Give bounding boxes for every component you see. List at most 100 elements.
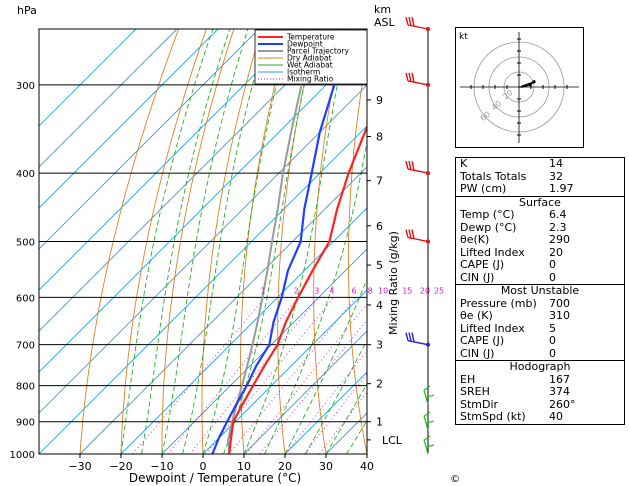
pressure-tick-label: 600 <box>16 293 35 304</box>
index-label: PW (cm) <box>460 182 507 195</box>
mixing-ratio-label: 3 <box>314 286 319 295</box>
hodo-value: 40 <box>549 410 563 423</box>
wind-barb-flag <box>408 160 412 170</box>
mixing-ratio-label: 15 <box>402 286 412 295</box>
x-axis-title: Dewpoint / Temperature (°C) <box>129 471 301 485</box>
pressure-tick-label: 800 <box>16 382 35 393</box>
surface-value: 2.3 <box>549 220 567 234</box>
pressure-tick-label: 900 <box>16 418 35 429</box>
mu-label: θe (K) <box>460 309 493 322</box>
surface-row: Dewp (°C) 2.3 <box>456 220 624 235</box>
mu-row: Pressure (mb) 700 <box>456 296 624 311</box>
wind-barb-flag <box>408 229 412 239</box>
hodograph-stats-header: Hodograph <box>456 360 624 374</box>
pressure-tick-label: 400 <box>16 169 35 180</box>
surface-label: CAPE (J) <box>460 258 505 271</box>
mu-label: CAPE (J) <box>460 334 505 347</box>
km-tick-label: 4 <box>376 299 383 312</box>
wind-barb <box>405 229 430 244</box>
isotherm-line <box>243 330 367 454</box>
surface-header: Surface <box>456 195 624 210</box>
hodo-value: 374 <box>549 385 570 398</box>
km-tick-label: 9 <box>376 94 383 107</box>
surface-label: Lifted Index <box>460 245 525 259</box>
wet-adiabat-line <box>141 29 231 454</box>
mu-value: 700 <box>549 296 570 310</box>
x-tick-label: −20 <box>109 460 132 473</box>
mixing-ratio-label: 10 <box>378 286 388 295</box>
mu-row: CAPE (J) 0 <box>456 334 624 348</box>
legend-box <box>254 29 368 85</box>
wind-barb-shaft <box>407 168 429 174</box>
mixing-ratio-line <box>228 297 357 454</box>
wind-barb-dot <box>426 27 430 31</box>
dry-adiabat-line <box>79 29 180 454</box>
wind-barb <box>405 16 430 31</box>
index-row-k: K 14 <box>456 157 624 171</box>
dry-adiabat-line <box>347 52 367 454</box>
hodo-row: StmSpd (kt) 40 <box>456 410 624 424</box>
wind-barb-flag <box>425 444 435 448</box>
hodograph-point <box>532 80 536 84</box>
index-value: 1.97 <box>549 182 574 195</box>
index-label: K <box>460 157 468 170</box>
temperature-series-line <box>228 124 367 454</box>
km-tick-label: 2 <box>376 378 383 391</box>
km-axis-subtitle: ASL <box>374 16 396 29</box>
legend-label: Isotherm <box>287 68 320 77</box>
wind-barb-flag <box>411 16 415 27</box>
mixing-ratio-label: 8 <box>368 286 373 295</box>
hodo-row: StmDir 260° <box>456 397 624 412</box>
hodo-value: 260° <box>549 397 576 411</box>
wind-barb-shaft <box>407 24 429 30</box>
mixing-ratio-line <box>318 391 367 454</box>
mu-value: 5 <box>549 321 556 335</box>
wet-adiabat-line <box>202 29 292 454</box>
wet-adiabat-line <box>161 29 249 454</box>
legend-label: Dewpoint <box>287 40 323 49</box>
hodograph-ring-label: 20 <box>501 88 515 101</box>
wind-barb-flag <box>411 229 415 239</box>
x-tick-label: 30 <box>319 460 333 473</box>
pressure-tick-label: 1000 <box>10 450 35 461</box>
wind-barb-shaft <box>407 80 429 86</box>
wind-barb-flag <box>405 16 409 26</box>
mixing-ratio-label: 20 <box>420 286 430 295</box>
wind-barb-flag <box>405 332 409 341</box>
mixing-ratio-label: 6 <box>351 286 356 295</box>
index-label: Totals Totals <box>460 169 527 183</box>
wind-barb <box>423 411 435 431</box>
km-tick-label: 8 <box>376 131 383 144</box>
km-tick-label: 7 <box>376 175 383 188</box>
mixing-ratio-label: 4 <box>329 286 334 295</box>
wind-barb-dot <box>426 171 430 176</box>
wet-adiabat-line <box>120 29 214 454</box>
legend-label: Dry Adiabat <box>287 54 331 63</box>
surface-label: CIN (J) <box>460 270 495 284</box>
wind-barb <box>423 435 435 455</box>
wind-barb-shaft <box>407 236 429 243</box>
hodograph-storm-point <box>528 83 532 87</box>
surface-value: 0 <box>549 270 556 284</box>
mu-value: 310 <box>549 309 570 322</box>
mu-row: θe (K) 310 <box>456 309 624 323</box>
dry-adiabat-line <box>313 29 345 454</box>
x-tick-label: 20 <box>278 460 292 473</box>
surface-row: CIN (J) 0 <box>456 270 624 285</box>
mu-value: 0 <box>549 346 556 360</box>
x-tick-label: 10 <box>237 460 251 473</box>
legend-label: Parcel Trajectory <box>287 47 349 56</box>
isotherm-line <box>161 248 367 454</box>
hodo-label: SREH <box>460 385 490 398</box>
mu-row: Lifted Index 5 <box>456 321 624 336</box>
wind-barb-shaft <box>407 339 429 346</box>
hodograph-unit-label: kt <box>459 32 468 42</box>
hodo-label: StmDir <box>460 397 499 411</box>
km-axis-title: km <box>374 3 391 16</box>
surface-value: 0 <box>549 258 556 271</box>
dry-adiabat-line <box>201 29 262 454</box>
dry-adiabat-line <box>120 29 207 454</box>
surface-row: Temp (°C) 6.4 <box>456 208 624 222</box>
wet-adiabat-line <box>243 29 350 454</box>
